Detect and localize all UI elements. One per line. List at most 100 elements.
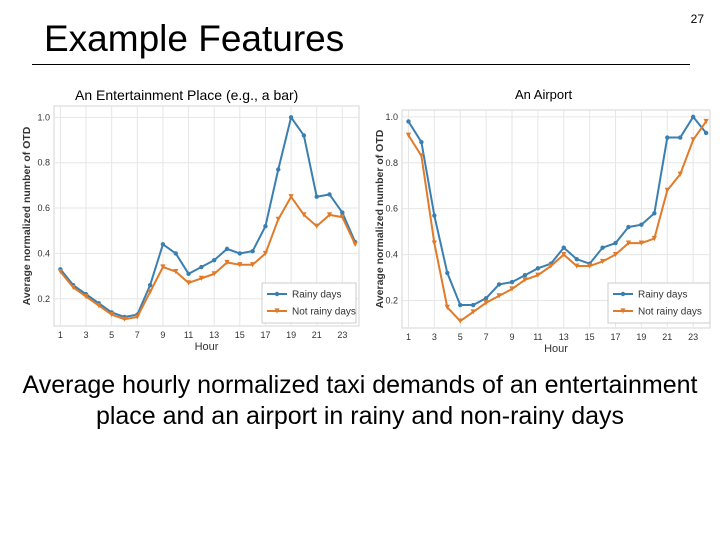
x-axis-label: Hour bbox=[544, 343, 568, 355]
slide-title: Example Features bbox=[44, 18, 345, 59]
x-tick-label: 11 bbox=[533, 332, 542, 342]
data-point-rainy bbox=[703, 130, 709, 136]
data-point-not-rainy bbox=[703, 118, 709, 125]
slide-number: 27 bbox=[690, 12, 704, 26]
y-tick-label: 0.8 bbox=[385, 158, 398, 168]
data-point-rainy bbox=[327, 192, 332, 197]
data-point-not-rainy bbox=[444, 304, 450, 310]
data-point-not-rainy bbox=[418, 153, 425, 159]
data-point-not-rainy bbox=[326, 212, 333, 218]
data-point-rainy bbox=[340, 210, 345, 215]
data-point-not-rainy bbox=[548, 263, 554, 269]
data-point-rainy bbox=[263, 224, 268, 229]
data-point-not-rainy bbox=[352, 241, 358, 247]
data-point-rainy bbox=[574, 256, 579, 262]
x-tick-label: 5 bbox=[109, 330, 114, 340]
data-point-not-rainy bbox=[457, 318, 463, 324]
data-point-not-rainy bbox=[587, 263, 593, 269]
data-point-not-rainy bbox=[535, 272, 541, 278]
series-line-rainy bbox=[59, 114, 357, 318]
data-point-not-rainy bbox=[651, 235, 657, 242]
data-point-not-rainy bbox=[224, 259, 230, 266]
data-point-not-rainy bbox=[109, 312, 115, 318]
legend-box bbox=[607, 282, 711, 324]
data-point-rainy bbox=[509, 279, 515, 285]
x-tick-label: 3 bbox=[84, 330, 89, 340]
x-tick-label: 13 bbox=[559, 332, 569, 342]
x-tick-label: 3 bbox=[432, 332, 437, 342]
data-point-not-rainy bbox=[690, 137, 696, 143]
data-point-rainy bbox=[690, 114, 696, 120]
y-axis-label: Average normalized number of OTD bbox=[21, 126, 33, 305]
data-point-rainy bbox=[445, 270, 450, 276]
legend-label: Rainy days bbox=[292, 290, 341, 301]
series-line-rainy bbox=[407, 115, 707, 307]
x-tick-label: 9 bbox=[160, 330, 165, 340]
data-point-rainy bbox=[199, 264, 204, 270]
y-tick-label: 1.0 bbox=[37, 112, 50, 122]
data-point-not-rainy bbox=[625, 240, 632, 246]
data-point-rainy bbox=[535, 266, 541, 271]
x-tick-label: 7 bbox=[484, 332, 489, 342]
y-tick-label: 0.4 bbox=[37, 248, 50, 258]
data-point-rainy bbox=[483, 295, 489, 301]
data-point-rainy bbox=[173, 251, 178, 256]
data-point-rainy bbox=[276, 167, 281, 172]
data-point-not-rainy bbox=[275, 216, 281, 223]
data-point-rainy bbox=[652, 211, 657, 216]
y-tick-label: 0.6 bbox=[385, 204, 398, 214]
data-point-rainy bbox=[665, 135, 670, 140]
legend-marker bbox=[274, 308, 280, 314]
data-point-not-rainy bbox=[134, 314, 140, 320]
data-point-not-rainy bbox=[574, 263, 580, 269]
y-tick-label: 0.8 bbox=[37, 158, 50, 168]
data-point-not-rainy bbox=[198, 275, 204, 281]
data-point-rainy bbox=[432, 213, 437, 218]
data-point-not-rainy bbox=[470, 309, 476, 315]
data-point-rainy bbox=[314, 194, 319, 199]
x-tick-label: 13 bbox=[209, 330, 219, 340]
data-point-rainy bbox=[458, 302, 463, 308]
data-point-rainy bbox=[678, 135, 683, 140]
legend-marker bbox=[620, 308, 626, 314]
legend-marker bbox=[274, 291, 280, 297]
y-tick-label: 1.0 bbox=[385, 112, 398, 122]
x-tick-label: 21 bbox=[662, 332, 672, 342]
data-point-not-rainy bbox=[431, 240, 437, 246]
x-tick-label: 9 bbox=[509, 332, 514, 342]
x-tick-label: 17 bbox=[611, 332, 621, 342]
data-point-rainy bbox=[186, 271, 191, 277]
data-point-rainy bbox=[613, 240, 618, 246]
x-tick-label: 19 bbox=[286, 330, 296, 340]
data-point-not-rainy bbox=[638, 240, 645, 246]
entertainment-chart-title: An Entertainment Place (e.g., a bar) bbox=[75, 87, 299, 103]
data-point-not-rainy bbox=[664, 187, 670, 193]
data-point-not-rainy bbox=[522, 277, 528, 283]
y-axis-label: Average normalized number of OTD bbox=[374, 129, 386, 308]
legend-label: Not rainy days bbox=[638, 307, 702, 318]
x-tick-label: 19 bbox=[636, 332, 646, 342]
data-point-not-rainy bbox=[147, 289, 153, 295]
legend-label: Not rainy days bbox=[292, 307, 356, 318]
data-point-not-rainy bbox=[57, 268, 64, 275]
legend-marker bbox=[620, 291, 626, 297]
data-point-not-rainy bbox=[173, 268, 179, 275]
data-point-rainy bbox=[470, 302, 476, 308]
data-point-rainy bbox=[160, 242, 166, 247]
title-divider bbox=[32, 64, 690, 65]
data-point-rainy bbox=[288, 115, 294, 120]
data-point-not-rainy bbox=[211, 271, 217, 277]
data-point-not-rainy bbox=[496, 293, 502, 299]
airport-chart-title: An Airport bbox=[515, 87, 573, 102]
data-point-not-rainy bbox=[483, 300, 489, 306]
data-point-not-rainy bbox=[83, 293, 89, 300]
data-point-not-rainy bbox=[237, 262, 243, 268]
data-point-not-rainy bbox=[677, 171, 683, 177]
legend-box bbox=[261, 282, 357, 324]
data-point-not-rainy bbox=[301, 212, 307, 218]
data-point-rainy bbox=[522, 273, 528, 278]
data-point-not-rainy bbox=[314, 223, 320, 229]
data-point-rainy bbox=[250, 248, 255, 254]
